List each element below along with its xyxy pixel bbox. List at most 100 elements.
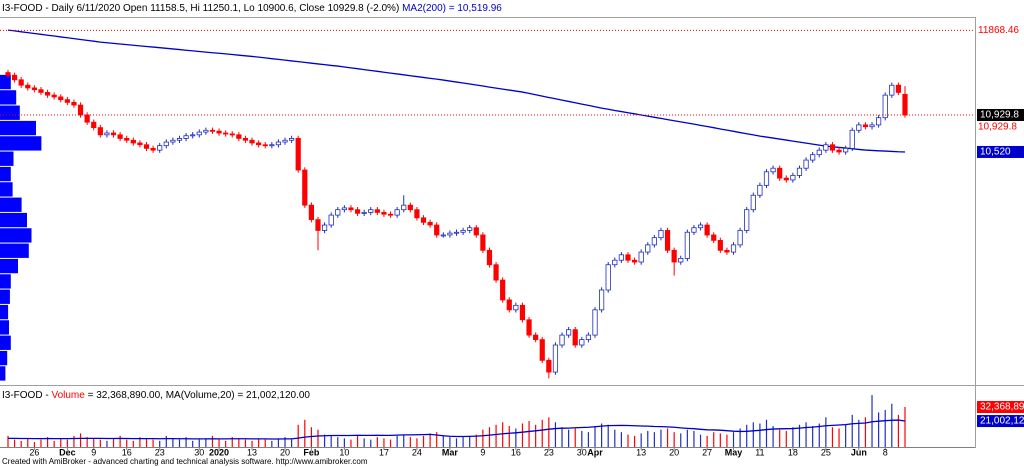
candle-body xyxy=(757,184,763,196)
x-tick-label: 17 xyxy=(379,447,389,457)
candle-body xyxy=(882,94,888,119)
candle-body xyxy=(658,230,664,239)
candle-body xyxy=(11,74,18,81)
x-tick-label: May xyxy=(725,447,743,457)
candle-body xyxy=(381,212,387,215)
candle-body xyxy=(262,144,268,147)
title-part: Volume xyxy=(51,390,85,401)
candle-body xyxy=(110,132,117,136)
candle-body xyxy=(539,339,545,361)
candle-body xyxy=(566,329,572,336)
candle-body xyxy=(143,144,150,149)
volume-profile-bar xyxy=(0,274,11,289)
candle-body xyxy=(163,141,169,147)
candle-body xyxy=(282,139,288,143)
candle-body xyxy=(229,133,235,136)
title-part: = 32,368,890.00, MA(Volume,20) = 21,002,… xyxy=(85,390,311,401)
candle-body xyxy=(513,304,519,311)
x-tick-label: 23 xyxy=(544,447,554,457)
candle-body xyxy=(170,139,176,143)
candle-body xyxy=(889,84,895,96)
candle-body xyxy=(368,209,374,213)
volume-profile-bar xyxy=(0,228,32,243)
x-tick-label: 18 xyxy=(788,447,798,457)
x-tick-label: Dec xyxy=(59,447,76,457)
volume-profile-bar xyxy=(0,120,36,136)
candle-body xyxy=(697,224,704,229)
candle-body xyxy=(64,99,70,103)
title-part: I3-FOOD - Daily 6/11/2020 Open 11158.5, … xyxy=(2,3,402,14)
candle-body xyxy=(150,147,156,151)
candle-body xyxy=(183,135,189,139)
candle-body xyxy=(579,339,585,346)
candle-body xyxy=(328,214,334,226)
label-box xyxy=(977,400,1024,413)
candle-body xyxy=(58,96,64,101)
candle-body xyxy=(394,209,400,216)
candle-body xyxy=(427,221,433,226)
candle-body xyxy=(196,131,202,136)
candle-body xyxy=(763,171,770,186)
candle-body xyxy=(546,359,552,373)
candle-body xyxy=(348,207,354,211)
candle-body xyxy=(500,279,506,301)
candle-body xyxy=(711,234,717,241)
candle-body xyxy=(585,334,592,341)
x-tick-label: 27 xyxy=(702,447,712,457)
candle-body xyxy=(612,259,618,266)
price-label: 10,929.8 xyxy=(978,122,1017,133)
footer: Created with AmiBroker - advanced charti… xyxy=(2,457,368,466)
candle-body xyxy=(526,319,532,336)
candle-body xyxy=(678,258,684,263)
volume-profile-bar xyxy=(0,304,9,320)
x-tick-label: 13 xyxy=(636,447,646,457)
candle-body xyxy=(823,144,829,151)
candle-body xyxy=(724,249,730,253)
candle-body xyxy=(572,329,578,346)
ma-line xyxy=(7,29,906,153)
x-tick-label: Mar xyxy=(442,447,459,457)
candle-body xyxy=(480,234,486,251)
volume-profile-bar xyxy=(0,182,13,197)
candle-body xyxy=(249,139,255,144)
candle-body xyxy=(849,129,855,149)
candle-body xyxy=(790,175,796,181)
candle-body xyxy=(638,251,644,263)
panel-title: I3-FOOD - Daily 6/11/2020 Open 11158.5, … xyxy=(2,3,502,14)
candle-body xyxy=(130,139,136,144)
candle-body xyxy=(38,89,44,93)
candle-body xyxy=(592,309,598,336)
candle-body xyxy=(5,72,11,76)
candle-body xyxy=(684,231,690,259)
volume-profile-bar xyxy=(0,212,27,228)
candle-body xyxy=(44,92,51,96)
candle-body xyxy=(704,224,710,236)
candle-body xyxy=(401,204,407,211)
candle-body xyxy=(625,254,631,261)
candle-body xyxy=(256,142,262,146)
volume-profile-bar xyxy=(0,136,42,151)
candle-body xyxy=(203,129,209,133)
candle-body xyxy=(31,87,37,91)
candle-body xyxy=(361,212,367,214)
candle-body xyxy=(750,194,756,211)
candle-body xyxy=(104,132,110,136)
candle-body xyxy=(645,244,651,253)
candle-body xyxy=(97,127,103,136)
x-tick-label: 11 xyxy=(755,447,764,457)
candle-body xyxy=(467,227,473,231)
candle-body xyxy=(387,213,394,216)
price-label: 21,002,120 xyxy=(980,416,1024,427)
volume-profile-bar xyxy=(0,366,6,381)
candle-body xyxy=(117,134,123,139)
volume-profile-bar xyxy=(0,258,18,274)
price-label: 11868.46 xyxy=(978,25,1019,36)
x-tick-label: 9 xyxy=(91,447,96,457)
x-tick-label: 9 xyxy=(480,447,485,457)
candle-body xyxy=(770,167,776,173)
candle-body xyxy=(876,117,882,126)
candle-body xyxy=(91,121,97,129)
candle-body xyxy=(843,147,849,153)
